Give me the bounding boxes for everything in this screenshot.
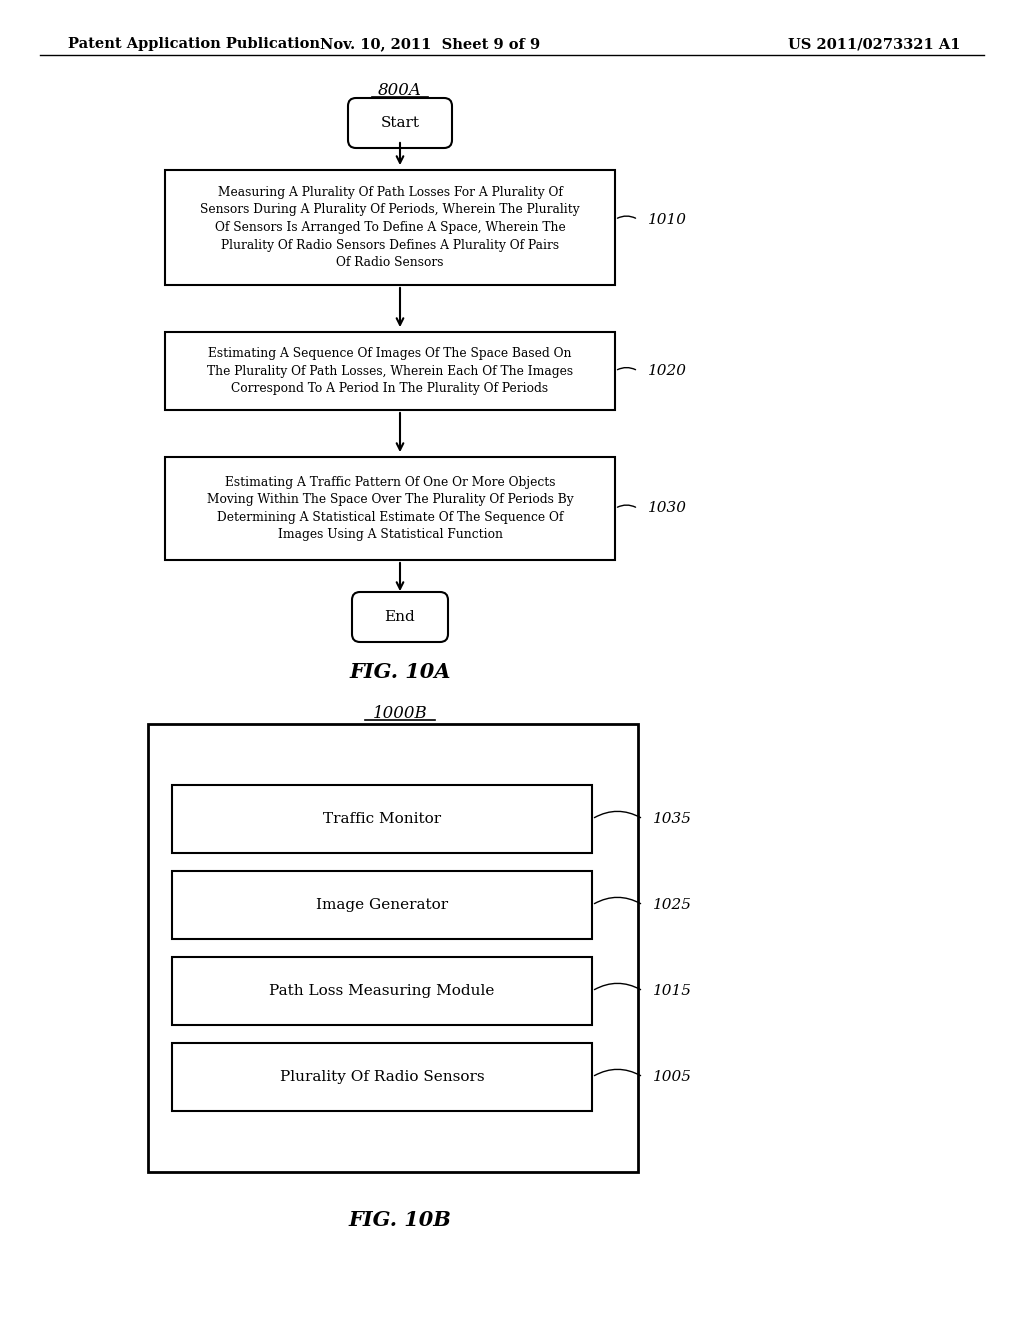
Bar <box>165 333 615 411</box>
Bar <box>165 457 615 560</box>
Text: 1035: 1035 <box>653 812 692 826</box>
Text: Nov. 10, 2011  Sheet 9 of 9: Nov. 10, 2011 Sheet 9 of 9 <box>319 37 540 51</box>
Bar <box>172 957 592 1026</box>
Text: Patent Application Publication: Patent Application Publication <box>68 37 319 51</box>
FancyBboxPatch shape <box>348 98 452 148</box>
Text: Image Generator: Image Generator <box>316 898 449 912</box>
Text: 1005: 1005 <box>653 1071 692 1084</box>
Bar <box>172 871 592 939</box>
Text: 1000B: 1000B <box>373 705 427 722</box>
Text: Start: Start <box>381 116 420 129</box>
Text: Estimating A Traffic Pattern Of One Or More Objects
Moving Within The Space Over: Estimating A Traffic Pattern Of One Or M… <box>207 475 573 541</box>
Text: 800A: 800A <box>378 82 422 99</box>
Text: Measuring A Plurality Of Path Losses For A Plurality Of
Sensors During A Plurali: Measuring A Plurality Of Path Losses For… <box>200 186 580 269</box>
Text: 1025: 1025 <box>653 898 692 912</box>
Text: US 2011/0273321 A1: US 2011/0273321 A1 <box>787 37 961 51</box>
FancyBboxPatch shape <box>352 591 449 642</box>
Text: FIG. 10B: FIG. 10B <box>348 1210 452 1230</box>
Text: Path Loss Measuring Module: Path Loss Measuring Module <box>269 983 495 998</box>
Text: Plurality Of Radio Sensors: Plurality Of Radio Sensors <box>280 1071 484 1084</box>
Text: End: End <box>385 610 416 624</box>
Bar <box>172 1043 592 1111</box>
Text: 1010: 1010 <box>648 213 687 227</box>
Text: Estimating A Sequence Of Images Of The Space Based On
The Plurality Of Path Loss: Estimating A Sequence Of Images Of The S… <box>207 347 573 395</box>
Text: Traffic Monitor: Traffic Monitor <box>323 812 441 826</box>
Bar <box>165 170 615 285</box>
Text: FIG. 10A: FIG. 10A <box>349 663 451 682</box>
Bar <box>172 785 592 853</box>
Text: 1020: 1020 <box>648 364 687 378</box>
Bar <box>148 723 638 1172</box>
Text: 1015: 1015 <box>653 983 692 998</box>
Text: 1030: 1030 <box>648 502 687 516</box>
